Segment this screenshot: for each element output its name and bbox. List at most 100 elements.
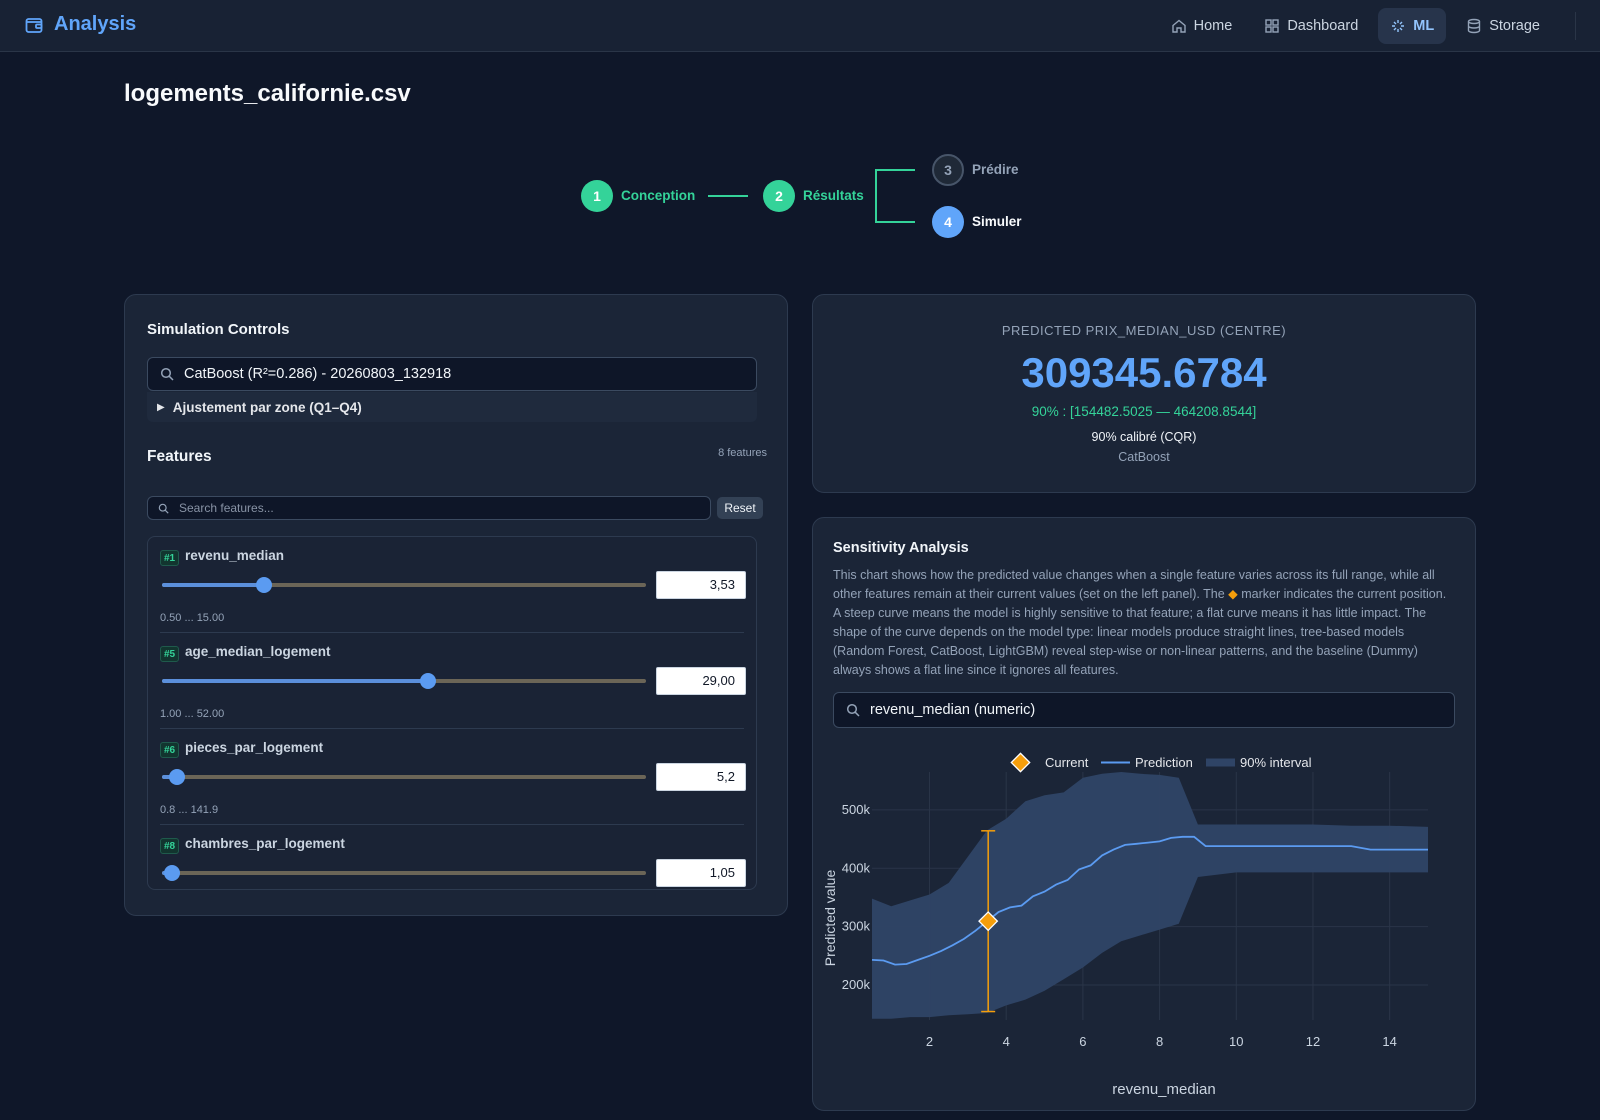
feature-name: age_median_logement — [185, 644, 331, 659]
nav-storage-label: Storage — [1489, 18, 1540, 34]
prediction-calibration: 90% calibré (CQR) — [1091, 430, 1197, 444]
feature-slider[interactable] — [162, 769, 646, 785]
nav-ml-label: ML — [1413, 18, 1435, 34]
legend[interactable]: Current Prediction 90% interval — [1010, 752, 1312, 773]
step-connector-1 — [708, 195, 748, 197]
y-axis-label: Predicted value — [822, 870, 838, 967]
caret-right-icon: ▶ — [157, 401, 165, 413]
x-tick-label: 8 — [1156, 1034, 1163, 1049]
search-icon — [160, 367, 174, 381]
step-4-label[interactable]: Simuler — [972, 214, 1022, 229]
slider-fill — [162, 679, 429, 683]
sensitivity-chart[interactable]: Current Prediction 90% interval 2 4 6 8 10 12… — [813, 738, 1475, 1110]
y-tick-label: 300k — [842, 919, 871, 934]
page-title: logements_californie.csv — [124, 80, 411, 107]
step-4-circle[interactable]: 4 — [932, 206, 964, 238]
top-nav: Analysis Home Dashboard ML Storage — [0, 0, 1600, 52]
feature-row: #5 age_median_logement 29,00 1.00 ... 52… — [160, 633, 756, 728]
feature-name: chambres_par_logement — [185, 836, 345, 851]
grid-icon — [1265, 19, 1280, 33]
prediction-interval: 90% : [154482.5025 — 464208.8544] — [1031, 404, 1257, 419]
slider-thumb[interactable] — [420, 673, 437, 689]
feature-slider[interactable] — [162, 865, 646, 881]
step-1-label[interactable]: Conception — [621, 188, 696, 203]
zone-adjust-toggle[interactable]: ▶ Ajustement par zone (Q1–Q4) — [147, 392, 757, 422]
feature-value-input[interactable]: 3,53 — [656, 571, 746, 599]
nav-divider — [1575, 12, 1576, 40]
x-axis-ticks: 2 4 6 8 10 12 14 — [926, 1034, 1397, 1049]
features-count: 8 features — [718, 447, 767, 459]
step-2-circle[interactable]: 2 — [763, 180, 795, 212]
feature-search-input[interactable]: Search features... — [147, 496, 711, 520]
nav-ml[interactable]: ML — [1378, 8, 1447, 44]
feature-divider — [160, 632, 744, 633]
prediction-card: PREDICTED PRIX_MEDIAN_USD (CENTRE) 30934… — [812, 294, 1476, 493]
y-tick-label: 400k — [842, 860, 871, 875]
feature-value-input[interactable]: 5,2 — [656, 763, 746, 791]
legend-interval-label: 90% interval — [1240, 755, 1312, 770]
feature-slider[interactable] — [162, 673, 646, 689]
features-title: Features — [147, 448, 212, 465]
feature-range: 1.00 ... 52.00 — [160, 708, 225, 720]
step-1-circle[interactable]: 1 — [581, 180, 613, 212]
step-2-label[interactable]: Résultats — [803, 188, 864, 203]
feature-slider[interactable] — [162, 577, 646, 593]
slider-thumb[interactable] — [168, 769, 185, 785]
legend-current-icon — [1010, 752, 1031, 773]
feature-rank: #5 — [160, 646, 180, 662]
prediction-value: 309345.6784 — [1021, 349, 1267, 396]
feature-list: #1 revenu_median 3,53 0.50 ... 15.00 #5 … — [147, 536, 757, 890]
feature-divider — [160, 728, 744, 729]
y-tick-label: 500k — [842, 802, 871, 817]
wallet-icon — [25, 17, 43, 33]
feature-range: 0.8 ... 141.9 — [160, 804, 219, 816]
x-tick-label: 2 — [926, 1034, 933, 1049]
zone-adjust-label: Ajustement par zone (Q1–Q4) — [172, 399, 362, 415]
x-tick-label: 10 — [1229, 1034, 1243, 1049]
prediction-line — [871, 835, 1428, 966]
sensitivity-card: Sensitivity Analysis This chart shows ho… — [812, 517, 1476, 1111]
search-icon — [846, 703, 860, 717]
description-text: marker indicates the current position. A… — [833, 587, 1447, 677]
brand-name: Analysis — [54, 13, 137, 35]
nav-links: Home Dashboard ML Storage — [1159, 8, 1552, 44]
slider-fill — [162, 583, 264, 587]
feature-row: #6 pieces_par_logement 5,2 0.8 ... 141.9 — [160, 729, 756, 824]
prediction-model: CatBoost — [1118, 450, 1170, 464]
feature-select[interactable]: revenu_median (numeric) — [833, 692, 1455, 728]
nav-dashboard[interactable]: Dashboard — [1252, 8, 1370, 44]
feature-name: revenu_median — [185, 548, 285, 563]
sensitivity-title: Sensitivity Analysis — [833, 540, 969, 556]
step-branch-top — [875, 169, 915, 171]
brand[interactable]: Analysis — [24, 13, 136, 36]
home-icon — [1171, 19, 1186, 33]
search-icon — [158, 503, 169, 514]
feature-rank: #8 — [160, 838, 180, 854]
step-3-circle[interactable]: 3 — [932, 154, 964, 186]
feature-value-input[interactable]: 1,05 — [656, 859, 746, 887]
feature-row: #8 chambres_par_logement 1,05 — [160, 825, 756, 889]
nav-storage[interactable]: Storage — [1454, 8, 1552, 44]
simulation-controls-card: Simulation Controls CatBoost (R²=0.286) … — [124, 294, 788, 916]
x-tick-label: 14 — [1382, 1034, 1396, 1049]
slider-thumb[interactable] — [255, 577, 272, 593]
current-marker[interactable] — [978, 911, 999, 932]
step-branch-bottom — [875, 221, 915, 223]
sensitivity-description: This chart shows how the predicted value… — [833, 566, 1447, 680]
sparkle-icon — [1392, 20, 1405, 32]
model-select[interactable]: CatBoost (R²=0.286) - 20260803_132918 — [147, 357, 757, 391]
step-3-label[interactable]: Prédire — [972, 162, 1019, 177]
feature-rank: #1 — [160, 550, 180, 566]
feature-value-input[interactable]: 29,00 — [656, 667, 746, 695]
feature-rank: #6 — [160, 742, 180, 758]
legend-prediction-label: Prediction — [1135, 755, 1193, 770]
feature-search-placeholder: Search features... — [179, 501, 274, 515]
slider-thumb[interactable] — [163, 865, 180, 881]
feature-row: #1 revenu_median 3,53 0.50 ... 15.00 — [160, 537, 756, 632]
x-tick-label: 12 — [1306, 1034, 1320, 1049]
x-tick-label: 4 — [1003, 1034, 1010, 1049]
nav-home[interactable]: Home — [1159, 8, 1245, 44]
reset-button[interactable]: Reset — [717, 497, 763, 519]
feature-name: pieces_par_logement — [185, 740, 324, 755]
diamond-marker-icon: ◆ — [1228, 587, 1238, 601]
